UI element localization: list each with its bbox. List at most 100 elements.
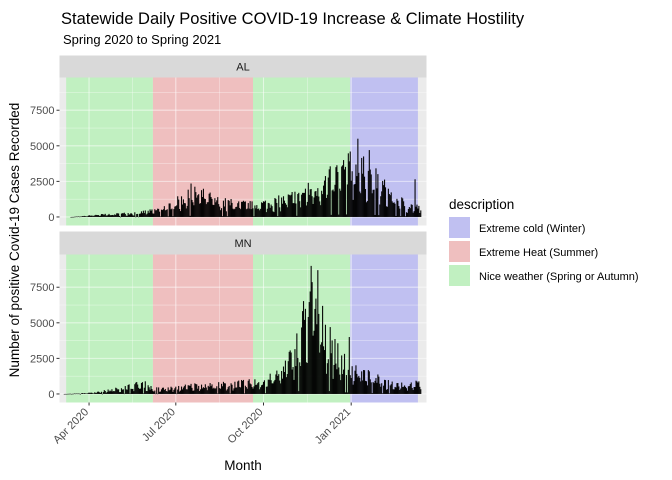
bar-al xyxy=(294,191,296,217)
bar-mn xyxy=(404,385,406,394)
bar-al xyxy=(254,205,256,217)
bar-al xyxy=(84,216,86,217)
bar-al xyxy=(408,207,410,217)
bar-al xyxy=(320,205,322,217)
bar-al xyxy=(345,214,347,217)
bar-al xyxy=(400,216,402,217)
bar-al xyxy=(365,202,367,217)
bar-al xyxy=(231,202,233,217)
bar-al xyxy=(98,215,100,217)
bar-al xyxy=(276,202,278,217)
bar-al xyxy=(352,199,354,217)
bar-mn xyxy=(91,392,93,394)
bar-mn xyxy=(124,386,126,394)
bar-mn xyxy=(283,371,286,394)
bar-mn xyxy=(152,390,154,394)
bar-mn xyxy=(129,393,131,395)
x-tick-label: Apr 2020 xyxy=(51,406,91,446)
bar-mn xyxy=(121,389,123,394)
bar-al xyxy=(273,212,275,217)
bar-mn xyxy=(359,377,361,394)
bar-al xyxy=(333,191,335,217)
bar-al xyxy=(318,196,320,217)
bar-mn xyxy=(146,391,148,394)
bar-mn xyxy=(210,386,212,394)
bar-al xyxy=(378,215,380,217)
bar-mn xyxy=(408,386,410,394)
bar-mn xyxy=(256,384,258,394)
bar-mn xyxy=(200,384,203,394)
bar-al xyxy=(151,209,153,217)
bar-mn xyxy=(175,386,177,394)
bar-al xyxy=(391,201,393,217)
bar-al xyxy=(416,204,418,217)
bar-mn xyxy=(241,379,243,394)
bar-mn xyxy=(381,383,383,394)
bar-mn xyxy=(99,392,102,394)
bar-mn xyxy=(387,380,389,394)
bar-al xyxy=(406,212,408,217)
bar-mn xyxy=(286,374,288,394)
bar-mn xyxy=(259,389,261,394)
bar-mn xyxy=(140,383,143,394)
bar-mn xyxy=(328,391,330,394)
bar-al xyxy=(191,199,193,217)
bar-mn xyxy=(205,387,207,394)
bar-mn xyxy=(262,381,265,394)
bar-mn xyxy=(155,393,157,395)
bar-mn xyxy=(353,381,355,394)
bar-al xyxy=(187,189,189,217)
bar-mn xyxy=(102,391,104,394)
bar-al xyxy=(236,206,238,217)
bar-al xyxy=(129,214,131,217)
bar-mn xyxy=(326,363,328,394)
bar-mn xyxy=(367,370,369,394)
x-tick-label: Oct 2020 xyxy=(226,406,266,446)
bar-al xyxy=(388,194,390,217)
bar-mn xyxy=(392,389,394,394)
bar-mn xyxy=(223,383,225,394)
bar-al xyxy=(291,192,293,217)
bar-mn xyxy=(257,383,259,394)
bar-mn xyxy=(204,384,206,394)
bar-mn xyxy=(78,393,81,395)
bar-mn xyxy=(372,382,374,394)
bar-al xyxy=(327,177,329,217)
bar-al xyxy=(157,208,159,217)
bar-al xyxy=(412,212,414,217)
bar-al xyxy=(232,208,234,217)
bar-al xyxy=(162,209,164,217)
bar-al xyxy=(214,198,216,217)
bar-mn xyxy=(413,387,415,394)
bar-mn xyxy=(411,387,413,394)
bar-mn xyxy=(310,265,312,394)
bar-mn xyxy=(138,387,140,394)
bar-mn xyxy=(350,377,352,394)
bar-al xyxy=(396,198,398,217)
bar-mn xyxy=(378,376,380,394)
bar-mn xyxy=(236,387,238,394)
bar-al xyxy=(384,179,386,217)
bar-mn xyxy=(414,386,416,394)
bar-mn xyxy=(238,380,240,394)
bar-mn xyxy=(171,387,173,394)
bar-mn xyxy=(230,383,232,394)
bar-mn xyxy=(393,389,395,394)
bar-mn xyxy=(83,393,85,394)
bar-mn xyxy=(144,381,146,394)
bar-al xyxy=(197,195,199,217)
bar-al xyxy=(71,216,73,218)
bar-mn xyxy=(153,391,155,394)
bar-al xyxy=(222,200,225,217)
bar-al xyxy=(218,204,220,217)
bar-al xyxy=(274,198,276,217)
bar-al xyxy=(363,176,366,217)
bar-al xyxy=(78,216,81,218)
bar-al xyxy=(382,180,384,217)
bar-mn xyxy=(275,374,277,394)
bar-mn xyxy=(136,382,138,394)
bar-mn xyxy=(233,388,235,394)
bar-mn xyxy=(293,379,295,394)
bar-mn xyxy=(216,386,218,394)
bar-al xyxy=(200,190,203,217)
